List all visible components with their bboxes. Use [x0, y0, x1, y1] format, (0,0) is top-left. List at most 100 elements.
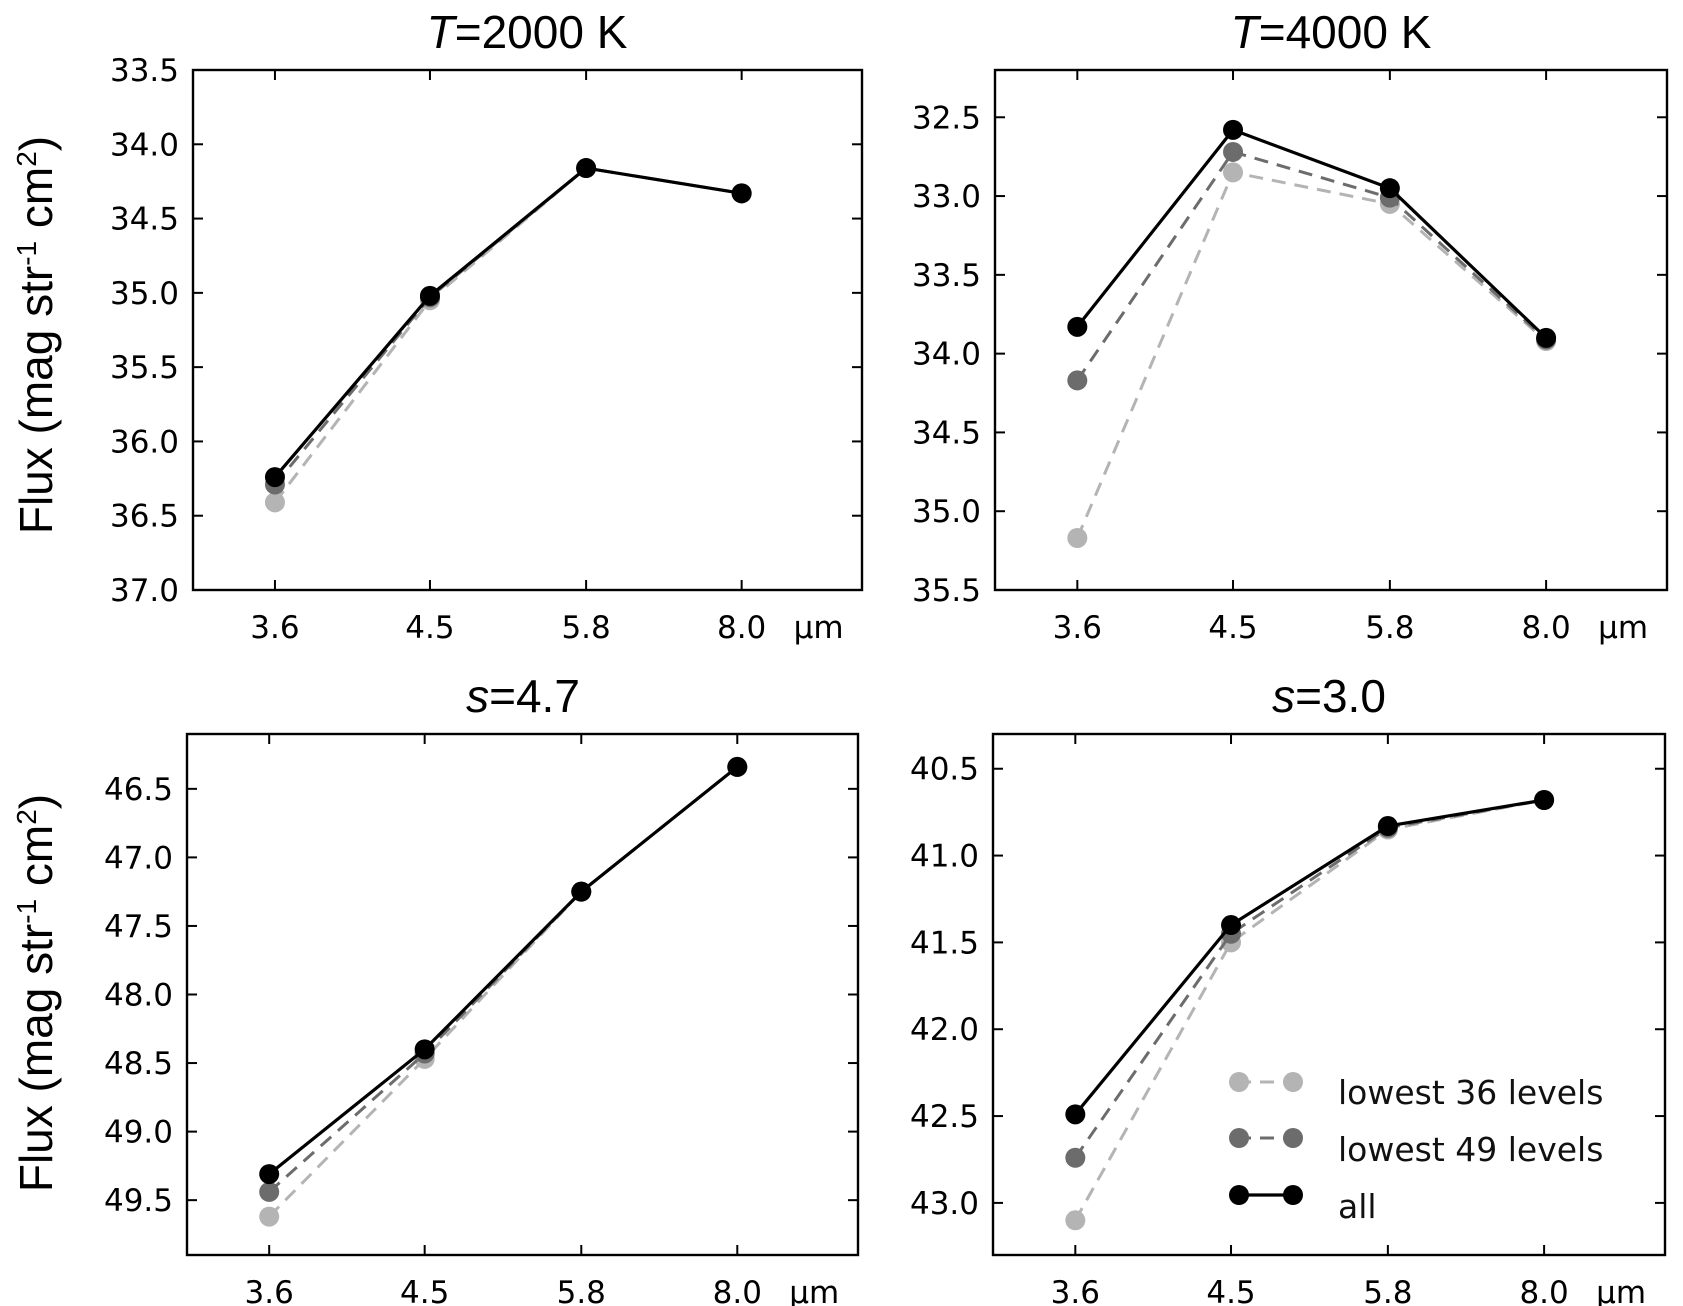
data-point-all [419, 285, 440, 306]
data-point-lowest49 [259, 1181, 280, 1202]
x-tick-label: 4.5 [1206, 1275, 1255, 1306]
y-tick-label: 34.0 [912, 337, 981, 373]
x-tick-label: 4.5 [1208, 610, 1257, 646]
data-point-all [259, 1164, 280, 1185]
y-tick-label: 34.5 [110, 202, 179, 238]
data-point-all [1536, 327, 1557, 348]
y-tick-label: 34.5 [912, 415, 981, 451]
x-tick-label: 5.8 [1365, 610, 1414, 646]
x-tick-label: 3.6 [250, 610, 299, 646]
y-tick-label: 49.0 [104, 1115, 173, 1151]
data-point-all [1221, 915, 1242, 936]
legend-label-all: all [1338, 1187, 1377, 1226]
legend-entry-lowest36: lowest 36 levels [1229, 1072, 1603, 1112]
data-point-all [1065, 1104, 1086, 1125]
y-tick-label: 41.0 [910, 839, 979, 875]
chart-panel-3: s=4.7 46.5 47.0 47.5 48.0 48.5 49.0 49.5 3.6 4.5 5… [104, 670, 860, 1306]
x-tick-label: 5.8 [557, 1275, 606, 1306]
ylabel-bottom: Flux (mag str-1 cm2) [10, 794, 62, 1192]
legend-label-lowest36: lowest 36 levels [1338, 1073, 1603, 1112]
data-point-all [576, 158, 597, 179]
series-line-all [268, 765, 739, 1176]
plot-frame [191, 68, 864, 592]
legend-entry-all: all [1229, 1185, 1377, 1226]
x-tick-label: 4.5 [400, 1275, 449, 1306]
y-tick-label: 36.0 [110, 424, 179, 460]
x-tick-label: 5.8 [561, 610, 610, 646]
chart-panel-1: T=2000 K 33.5 34.0 34.5 35.0 35.5 36.0 36.5 37.0… [110, 6, 864, 646]
y-tick-label: 33.0 [912, 179, 981, 215]
series-line-all [1076, 128, 1548, 340]
panels: T=2000 K 33.5 34.0 34.5 35.0 35.5 36.0 36.5 37.0… [104, 6, 1669, 1306]
x-tick-label: 8.0 [1519, 1275, 1568, 1306]
y-tick-label: 48.5 [104, 1046, 173, 1082]
series-line-lowest36 [273, 166, 742, 504]
data-point-lowest36 [259, 1206, 280, 1227]
x-tick-label: 8.0 [1521, 610, 1570, 646]
data-point-all [727, 756, 748, 777]
data-point-all [571, 881, 592, 902]
chart-title: s=4.7 [466, 670, 580, 722]
data-point-lowest36 [1065, 1210, 1086, 1231]
data-point-lowest36 [1223, 162, 1244, 183]
chart-title: s=3.0 [1272, 670, 1386, 722]
legend-marker-lowest49-end [1283, 1128, 1303, 1148]
data-point-lowest49 [1223, 141, 1244, 162]
legend-marker-lowest36 [1229, 1072, 1249, 1092]
x-tick-label: 3.6 [1053, 610, 1102, 646]
y-tick-label: 32.5 [912, 100, 981, 136]
data-point-all [1534, 789, 1555, 810]
y-tick-label: 47.5 [104, 909, 173, 945]
x-unit-label: μm [789, 1275, 839, 1306]
y-tick-label: 35.5 [110, 350, 179, 386]
chart-title: T=4000 K [1231, 6, 1432, 58]
legend: lowest 36 levels lowest 49 levels all [1229, 1072, 1603, 1226]
data-point-lowest49 [1065, 1147, 1086, 1168]
y-tick-label: 48.0 [104, 978, 173, 1014]
x-tick-label: 5.8 [1363, 1275, 1412, 1306]
data-point-lowest49 [1067, 370, 1088, 391]
series-line-lowest49 [1076, 150, 1548, 382]
legend-marker-all [1229, 1185, 1249, 1205]
ylabel-top: Flux (mag str-1 cm2) [10, 136, 62, 534]
series-line-lowest36 [1075, 170, 1548, 539]
x-tick-label: 8.0 [717, 610, 766, 646]
legend-marker-lowest49 [1229, 1128, 1249, 1148]
series-line-all [273, 166, 742, 479]
series-line-lowest49 [273, 166, 742, 486]
x-tick-label: 4.5 [405, 610, 454, 646]
legend-entry-lowest49: lowest 49 levels [1229, 1128, 1603, 1169]
y-tick-label: 49.5 [104, 1183, 173, 1219]
x-unit-label: μm [1596, 1275, 1646, 1306]
legend-marker-all-end [1283, 1185, 1303, 1205]
y-tick-label: 42.5 [910, 1099, 979, 1135]
series-line-all [1074, 798, 1545, 1116]
y-tick-label: 35.0 [110, 276, 179, 312]
series-line-lowest36 [1073, 798, 1545, 1222]
y-tick-label: 46.5 [104, 772, 173, 808]
y-tick-label: 34.0 [110, 127, 179, 163]
data-point-all [1377, 816, 1398, 837]
data-point-lowest36 [264, 492, 285, 513]
y-tick-label: 33.5 [912, 258, 981, 294]
plot-frame [991, 732, 1667, 1257]
series-line-lowest36 [268, 765, 739, 1218]
y-tick-label: 43.0 [910, 1186, 979, 1222]
data-point-all [731, 183, 752, 204]
x-unit-label: μm [1598, 610, 1648, 646]
data-point-all [1379, 178, 1400, 199]
x-tick-label: 3.6 [245, 1275, 294, 1306]
y-tick-label: 37.0 [110, 573, 179, 609]
data-point-all [414, 1039, 435, 1060]
legend-label-lowest49: lowest 49 levels [1338, 1130, 1603, 1169]
series-line-lowest49 [268, 765, 739, 1194]
data-point-lowest36 [1067, 528, 1088, 548]
data-point-all [1067, 316, 1088, 337]
y-tick-label: 33.5 [110, 53, 179, 89]
y-tick-label: 36.5 [110, 499, 179, 535]
y-tick-label: 35.0 [912, 494, 981, 530]
chart-panel-4: s=3.0 40.5 41.0 41.5 42.0 42.5 43.0 3.6 4.5 5.8 8.… [910, 670, 1667, 1306]
chart-panel-2: T=4000 K 32.5 33.0 33.5 34.0 34.5 35.0 35.5 3.6 4… [912, 6, 1669, 646]
data-point-all [264, 467, 285, 488]
